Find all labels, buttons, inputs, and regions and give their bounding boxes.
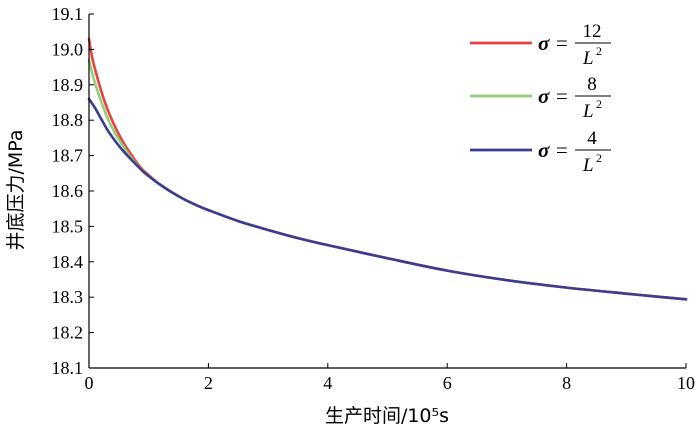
legend-item-sigma-4: σ = 4 L 2 (470, 128, 611, 176)
legend-sigma: σ (538, 138, 550, 162)
x-tick-label: 4 (323, 373, 332, 393)
y-tick-label: 18.2 (52, 323, 84, 343)
legend-sigma: σ (538, 31, 550, 55)
y-tick-label: 18.6 (52, 181, 84, 201)
series-lines (87, 37, 688, 301)
axis-ticks: 0 2 4 6 8 10 18.1 18.2 18.3 18.4 18.5 18.6 18.7 18.8 1… (52, 4, 696, 393)
legend-exponent: 2 (596, 151, 602, 165)
legend-numerator: 12 (583, 21, 602, 42)
y-tick-label: 18.1 (52, 358, 84, 378)
legend-item-sigma-8: σ = 8 L 2 (470, 74, 611, 122)
legend-denominator: L (582, 155, 594, 176)
legend-equals: = (556, 84, 568, 108)
axes (88, 14, 686, 369)
y-tick-label: 18.4 (52, 252, 84, 272)
y-tick-label: 18.8 (52, 110, 84, 130)
legend-denominator: L (582, 101, 594, 122)
legend-sigma: σ (538, 84, 550, 108)
y-tick-label: 18.7 (52, 146, 84, 166)
y-tick-label: 18.9 (52, 75, 84, 95)
legend: σ = 12L 2σ = 8L 2σ = 4L 2 (470, 21, 611, 176)
y-axis-label: 井底压力/MPa (5, 129, 27, 250)
legend-equals: = (556, 138, 568, 162)
series-line-sigma-4 (87, 97, 688, 301)
legend-denominator: L (582, 48, 594, 69)
legend-numerator: 4 (587, 128, 597, 149)
y-tick-label: 19.1 (52, 4, 84, 24)
y-tick-label: 18.3 (52, 287, 84, 307)
x-tick-label: 2 (204, 373, 213, 393)
x-tick-label: 6 (443, 373, 452, 393)
legend-numerator: 8 (587, 74, 597, 95)
legend-exponent: 2 (596, 97, 602, 111)
y-tick-label: 18.5 (52, 216, 84, 236)
legend-item-sigma-12: σ = 12 L 2 (470, 21, 611, 69)
y-tick-label: 19.0 (52, 39, 84, 59)
legend-exponent: 2 (596, 44, 602, 58)
x-tick-label: 0 (85, 373, 94, 393)
x-tick-label: 8 (562, 373, 571, 393)
x-tick-label: 10 (677, 373, 695, 393)
x-axis-label: 生产时间/10⁵s (325, 405, 449, 427)
legend-equals: = (556, 31, 568, 55)
